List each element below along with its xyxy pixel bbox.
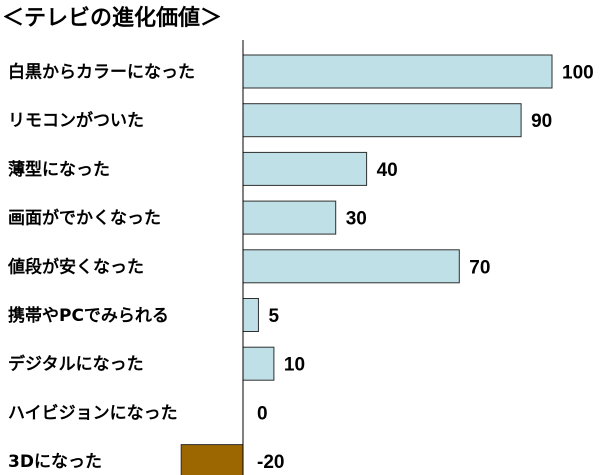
bars-layer [180, 54, 553, 475]
value-label: 10 [284, 355, 305, 376]
bar [242, 346, 275, 381]
category-label: 画面がでかくなった [8, 208, 161, 229]
value-label: 5 [268, 306, 279, 327]
bar [242, 54, 553, 89]
bar [242, 103, 522, 138]
category-label: 携帯やPCでみられる [8, 305, 169, 326]
value-label: 40 [377, 160, 398, 181]
value-label: 30 [346, 209, 367, 230]
category-label: ハイビジョンになった [8, 403, 178, 423]
bar [242, 298, 259, 332]
bar [242, 151, 368, 186]
value-label: 0 [257, 403, 268, 424]
value-label: 70 [469, 257, 490, 278]
category-label: 値段が安くなった [7, 256, 144, 277]
category-label: リモコンがついた [8, 110, 144, 131]
bar [242, 200, 337, 235]
value-label: 90 [531, 111, 552, 132]
category-label: 白黒からカラーになった [8, 62, 195, 83]
bar [180, 444, 244, 475]
chart-title: ＜テレビの進化価値＞ [2, 5, 222, 31]
value-label: 100 [562, 63, 594, 84]
category-label: 3Dになった [8, 452, 102, 472]
category-label: 薄型になった [8, 159, 110, 180]
category-label: デジタルになった [8, 354, 144, 375]
bar [242, 249, 460, 284]
value-label: -20 [257, 452, 284, 473]
